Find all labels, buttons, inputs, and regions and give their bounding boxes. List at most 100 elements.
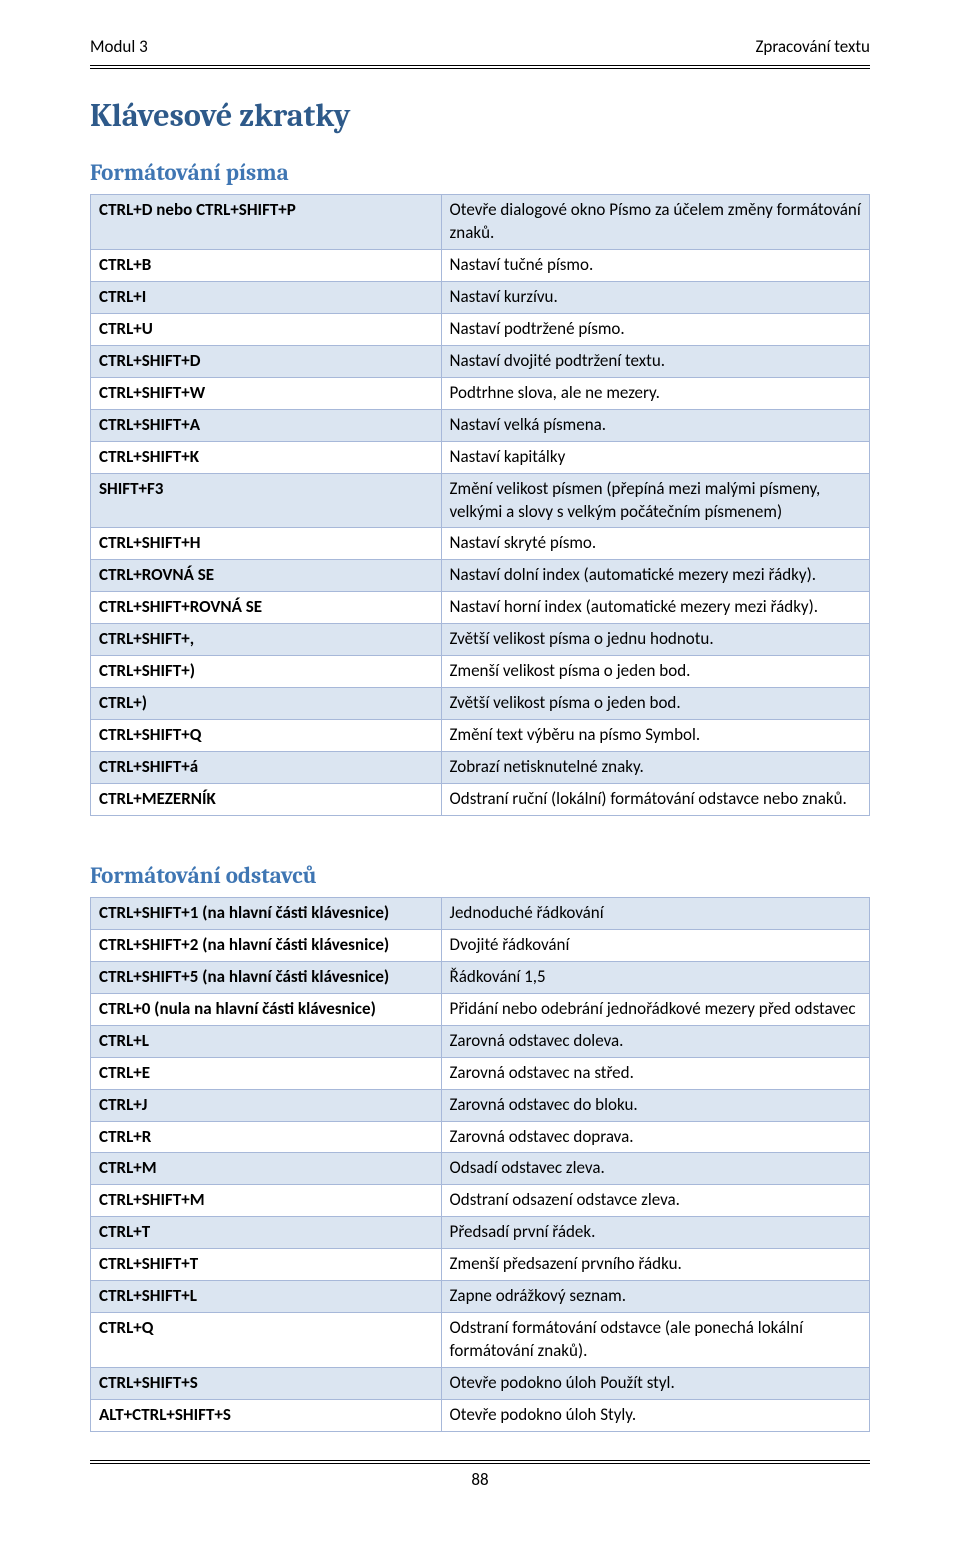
shortcut-description: Odstraní formátování odstavce (ale ponec… [441, 1313, 869, 1368]
shortcut-description: Jednoduché řádkování [441, 897, 869, 929]
shortcut-description: Nastaví horní index (automatické mezery … [441, 592, 869, 624]
shortcut-key: CTRL+SHIFT+A [91, 409, 442, 441]
shortcut-description: Nastaví dvojité podtržení textu. [441, 345, 869, 377]
table-row: CTRL+TPředsadí první řádek. [91, 1217, 870, 1249]
shortcut-key: CTRL+SHIFT+M [91, 1185, 442, 1217]
shortcut-key: ALT+CTRL+SHIFT+S [91, 1399, 442, 1431]
shortcut-description: Změní text výběru na písmo Symbol. [441, 720, 869, 752]
shortcut-description: Odsadí odstavec zleva. [441, 1153, 869, 1185]
shortcut-description: Otevře podokno úloh Styly. [441, 1399, 869, 1431]
header-right: Zpracování textu [755, 36, 870, 59]
shortcut-key: CTRL+E [91, 1057, 442, 1089]
shortcut-description: Zarovná odstavec do bloku. [441, 1089, 869, 1121]
header-divider [90, 65, 870, 66]
shortcut-key: CTRL+) [91, 688, 442, 720]
shortcut-key: CTRL+SHIFT+5 (na hlavní části klávesnice… [91, 961, 442, 993]
shortcuts-table-1: CTRL+D nebo CTRL+SHIFT+POtevře dialogové… [90, 194, 870, 816]
shortcut-description: Zmenší předsazení prvního řádku. [441, 1249, 869, 1281]
table-row: CTRL+MEZERNÍKOdstraní ruční (lokální) fo… [91, 783, 870, 815]
shortcut-description: Přidání nebo odebrání jednořádkové mezer… [441, 993, 869, 1025]
shortcut-description: Zmenší velikost písma o jeden bod. [441, 656, 869, 688]
table-row: CTRL+SHIFT+MOdstraní odsazení odstavce z… [91, 1185, 870, 1217]
shortcut-description: Odstraní odsazení odstavce zleva. [441, 1185, 869, 1217]
page-container: Modul 3 Zpracování textu Klávesové zkrat… [0, 0, 960, 1532]
table-row: CTRL+SHIFT+)Zmenší velikost písma o jede… [91, 656, 870, 688]
page-number: 88 [90, 1469, 870, 1492]
table-row: CTRL+BNastaví tučné písmo. [91, 250, 870, 282]
header-left: Modul 3 [90, 36, 148, 59]
shortcut-key: CTRL+B [91, 250, 442, 282]
table-row: CTRL+LZarovná odstavec doleva. [91, 1025, 870, 1057]
shortcut-description: Nastaví tučné písmo. [441, 250, 869, 282]
table-row: CTRL+SHIFT+ROVNÁ SENastaví horní index (… [91, 592, 870, 624]
table-row: CTRL+EZarovná odstavec na střed. [91, 1057, 870, 1089]
shortcut-description: Předsadí první řádek. [441, 1217, 869, 1249]
shortcut-key: CTRL+0 (nula na hlavní části klávesnice) [91, 993, 442, 1025]
shortcut-description: Nastaví skryté písmo. [441, 528, 869, 560]
shortcut-key: CTRL+R [91, 1121, 442, 1153]
shortcut-key: CTRL+M [91, 1153, 442, 1185]
shortcut-description: Nastaví kurzívu. [441, 281, 869, 313]
footer-divider [90, 1460, 870, 1461]
shortcut-description: Nastaví podtržené písmo. [441, 313, 869, 345]
page-title: Klávesové zkratky [90, 94, 870, 137]
shortcut-key: CTRL+SHIFT+1 (na hlavní části klávesnice… [91, 897, 442, 929]
shortcut-key: CTRL+Q [91, 1313, 442, 1368]
table-row: CTRL+SHIFT+,Zvětší velikost písma o jedn… [91, 624, 870, 656]
shortcut-key: CTRL+SHIFT+W [91, 377, 442, 409]
table-row: CTRL+SHIFT+ANastaví velká písmena. [91, 409, 870, 441]
table-row: CTRL+SHIFT+QZmění text výběru na písmo S… [91, 720, 870, 752]
shortcut-key: CTRL+SHIFT+S [91, 1368, 442, 1400]
shortcut-description: Zvětší velikost písma o jednu hodnotu. [441, 624, 869, 656]
shortcut-description: Zapne odrážkový seznam. [441, 1281, 869, 1313]
shortcut-key: CTRL+SHIFT+, [91, 624, 442, 656]
table-row: CTRL+UNastaví podtržené písmo. [91, 313, 870, 345]
shortcut-key: CTRL+SHIFT+Q [91, 720, 442, 752]
table2-title: Formátování odstavců [90, 860, 870, 891]
shortcut-key: CTRL+SHIFT+) [91, 656, 442, 688]
shortcut-description: Dvojité řádkování [441, 929, 869, 961]
spacer [90, 816, 870, 840]
table-row: CTRL+SHIFT+áZobrazí netisknutelné znaky. [91, 752, 870, 784]
shortcut-key: CTRL+MEZERNÍK [91, 783, 442, 815]
table-row: SHIFT+F3Změní velikost písmen (přepíná m… [91, 473, 870, 528]
shortcut-key: CTRL+ROVNÁ SE [91, 560, 442, 592]
table1-title: Formátování písma [90, 157, 870, 188]
table-row: CTRL+)Zvětší velikost písma o jeden bod. [91, 688, 870, 720]
table-row: CTRL+RZarovná odstavec doprava. [91, 1121, 870, 1153]
shortcut-key: CTRL+SHIFT+D [91, 345, 442, 377]
shortcuts-table-2: CTRL+SHIFT+1 (na hlavní části klávesnice… [90, 897, 870, 1432]
shortcut-key: SHIFT+F3 [91, 473, 442, 528]
shortcut-key: CTRL+I [91, 281, 442, 313]
shortcut-description: Zobrazí netisknutelné znaky. [441, 752, 869, 784]
table-row: CTRL+SHIFT+1 (na hlavní části klávesnice… [91, 897, 870, 929]
table-row: CTRL+SHIFT+LZapne odrážkový seznam. [91, 1281, 870, 1313]
table-row: CTRL+JZarovná odstavec do bloku. [91, 1089, 870, 1121]
shortcut-key: CTRL+D nebo CTRL+SHIFT+P [91, 195, 442, 250]
table-row: CTRL+SHIFT+SOtevře podokno úloh Použít s… [91, 1368, 870, 1400]
table-row: CTRL+ROVNÁ SENastaví dolní index (automa… [91, 560, 870, 592]
table-row: CTRL+SHIFT+5 (na hlavní části klávesnice… [91, 961, 870, 993]
shortcut-key: CTRL+SHIFT+T [91, 1249, 442, 1281]
shortcut-key: CTRL+SHIFT+2 (na hlavní části klávesnice… [91, 929, 442, 961]
shortcut-key: CTRL+SHIFT+K [91, 441, 442, 473]
page-header: Modul 3 Zpracování textu [90, 36, 870, 63]
shortcut-key: CTRL+L [91, 1025, 442, 1057]
table-row: CTRL+INastaví kurzívu. [91, 281, 870, 313]
shortcut-description: Změní velikost písmen (přepíná mezi malý… [441, 473, 869, 528]
shortcut-description: Řádkování 1,5 [441, 961, 869, 993]
shortcut-description: Otevře podokno úloh Použít styl. [441, 1368, 869, 1400]
shortcut-description: Nastaví velká písmena. [441, 409, 869, 441]
shortcut-description: Zarovná odstavec doleva. [441, 1025, 869, 1057]
shortcut-description: Zarovná odstavec na střed. [441, 1057, 869, 1089]
table-row: CTRL+SHIFT+HNastaví skryté písmo. [91, 528, 870, 560]
shortcut-description: Zvětší velikost písma o jeden bod. [441, 688, 869, 720]
table-row: CTRL+SHIFT+2 (na hlavní části klávesnice… [91, 929, 870, 961]
shortcut-description: Odstraní ruční (lokální) formátování ods… [441, 783, 869, 815]
shortcut-key: CTRL+SHIFT+á [91, 752, 442, 784]
shortcut-key: CTRL+SHIFT+L [91, 1281, 442, 1313]
table-row: CTRL+0 (nula na hlavní části klávesnice)… [91, 993, 870, 1025]
shortcut-description: Otevře dialogové okno Písmo za účelem zm… [441, 195, 869, 250]
table-row: ALT+CTRL+SHIFT+SOtevře podokno úloh Styl… [91, 1399, 870, 1431]
table-row: CTRL+SHIFT+TZmenší předsazení prvního řá… [91, 1249, 870, 1281]
